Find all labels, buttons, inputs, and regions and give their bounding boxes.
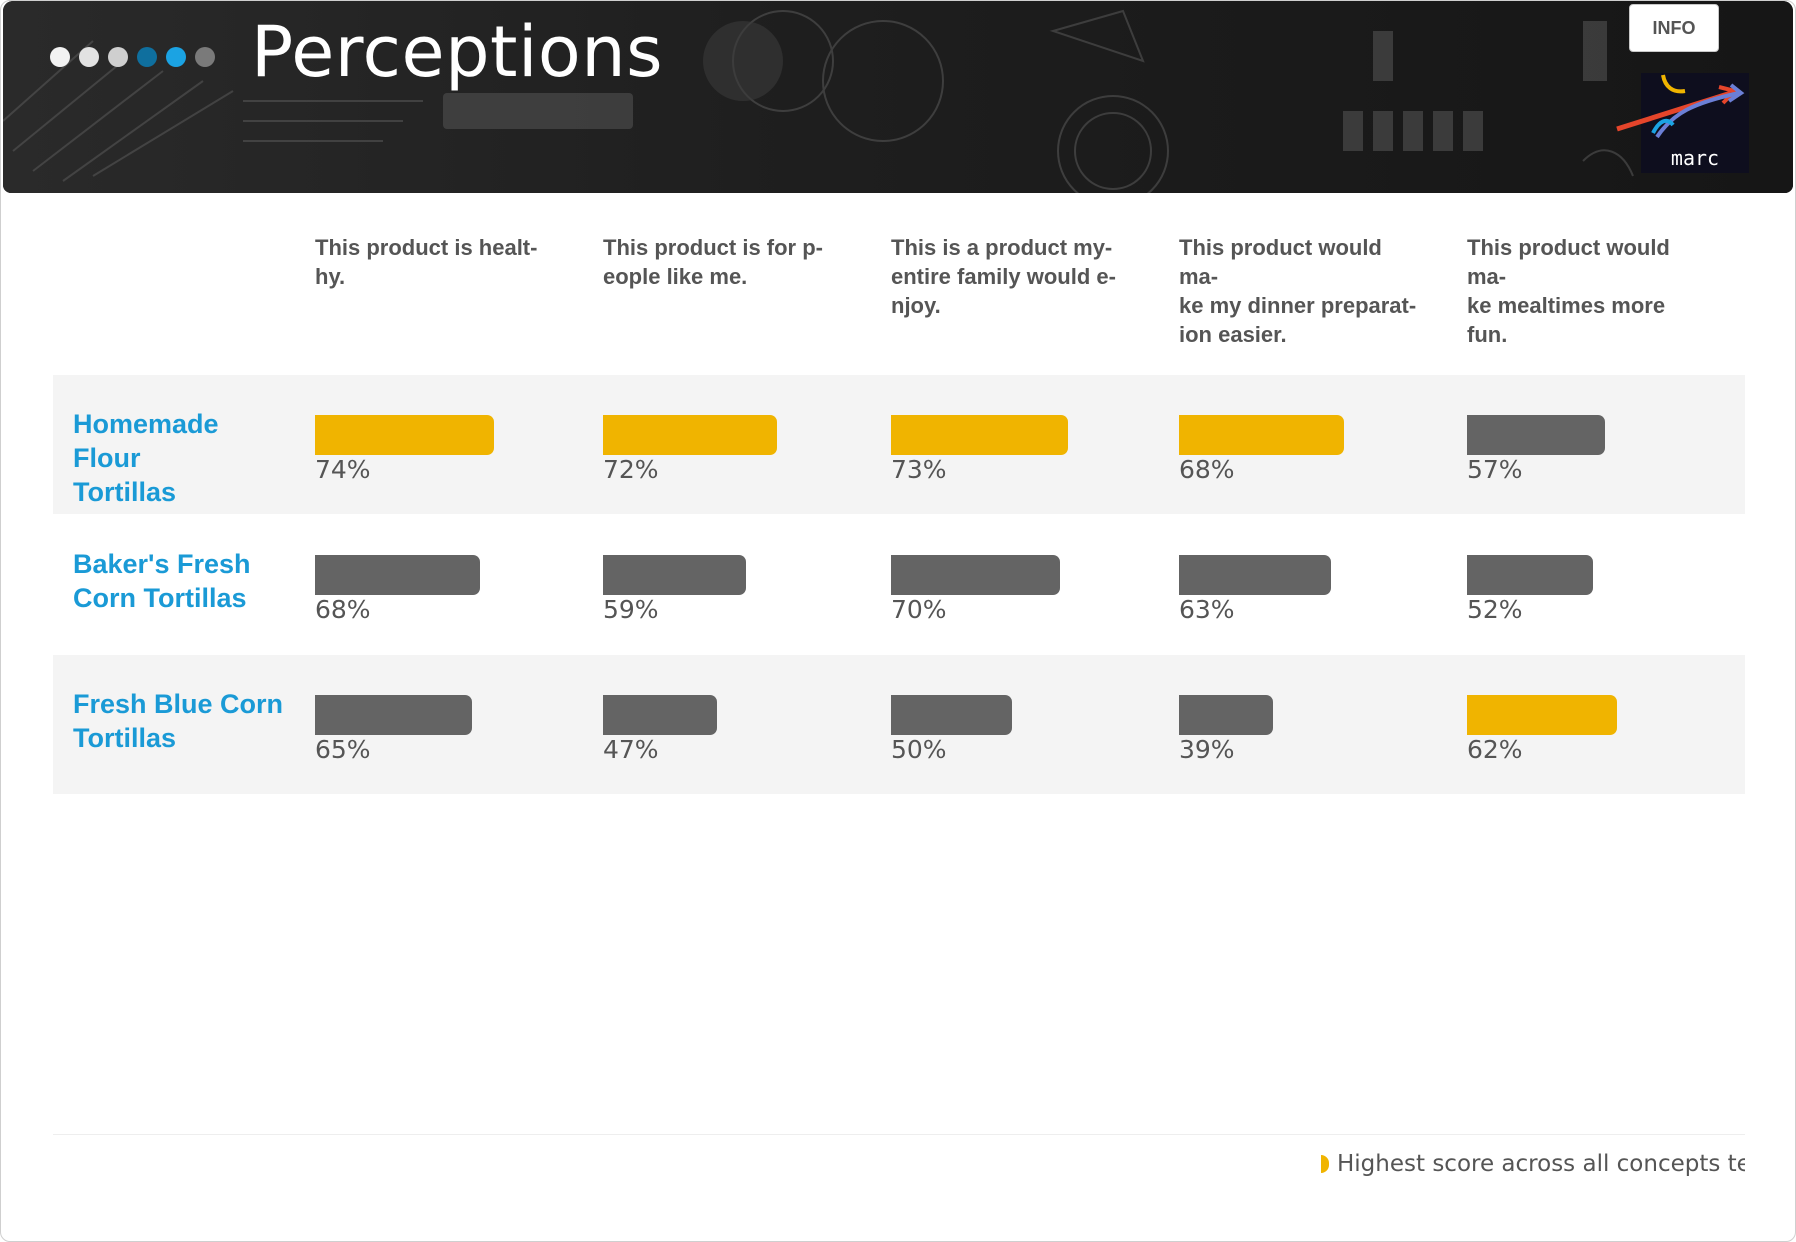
bar xyxy=(1179,555,1331,595)
bar xyxy=(891,415,1068,455)
column-header-line: njoy. xyxy=(891,293,941,318)
column-header-line: hy. xyxy=(315,264,346,289)
column-header-line: ke my dinner preparat- xyxy=(1179,293,1417,318)
value-label: 68% xyxy=(1179,455,1235,484)
nav-dot-5-active[interactable] xyxy=(166,47,186,67)
column-header-line: ke mealtimes more fun. xyxy=(1467,293,1666,347)
series-label-line: Tortillas xyxy=(73,477,177,507)
bar xyxy=(315,555,480,595)
bar xyxy=(1467,415,1605,455)
value-label: 57% xyxy=(1467,455,1523,484)
bar xyxy=(1179,415,1344,455)
column-header-line: eople like me. xyxy=(603,264,748,289)
legend: Highest score across all concepts tested xyxy=(1321,1147,1745,1181)
value-label: 70% xyxy=(891,595,947,624)
column-header-line: This is a product my- xyxy=(891,235,1113,260)
series-label-line: Homemade Flour xyxy=(73,409,219,473)
marc-logo: marc xyxy=(1616,73,1749,173)
column-header-line: This product is healt- xyxy=(315,235,538,260)
column-header-line: ion easier. xyxy=(1179,322,1287,347)
value-label: 73% xyxy=(891,455,947,484)
value-label: 63% xyxy=(1179,595,1235,624)
nav-dot-2[interactable] xyxy=(79,47,99,67)
series-label-line: Baker's Fresh xyxy=(73,549,251,579)
bar xyxy=(891,695,1012,735)
bar xyxy=(1179,695,1273,735)
slide-nav-dots xyxy=(50,47,215,67)
value-label: 74% xyxy=(315,455,371,484)
highlight-swatch-icon xyxy=(1321,1155,1329,1173)
column-header-2: This product is for p-eople like me. xyxy=(603,233,843,291)
info-button[interactable]: INFO xyxy=(1629,4,1719,52)
value-label: 47% xyxy=(603,735,659,764)
bar xyxy=(1467,695,1617,735)
value-label: 65% xyxy=(315,735,371,764)
column-header-line: This product is for p- xyxy=(603,235,823,260)
column-header-line: This product would ma- xyxy=(1467,235,1670,289)
nav-dot-1[interactable] xyxy=(50,47,70,67)
logo-wordmark: marc xyxy=(1671,146,1719,170)
value-label: 52% xyxy=(1467,595,1523,624)
footer-divider xyxy=(53,1134,1745,1135)
header-banner: Perceptions INFO marc xyxy=(3,1,1793,193)
column-header-1: This product is healt-hy. xyxy=(315,233,555,291)
bar xyxy=(315,695,472,735)
series-label[interactable]: Baker's Fresh Corn Tortillas xyxy=(73,547,293,615)
bar xyxy=(1467,555,1593,595)
bar xyxy=(603,415,777,455)
nav-dot-3[interactable] xyxy=(108,47,128,67)
series-label[interactable]: Fresh Blue Corn Tortillas xyxy=(73,687,293,755)
bar xyxy=(315,415,494,455)
value-label: 59% xyxy=(603,595,659,624)
bar xyxy=(891,555,1060,595)
column-header-5: This product would ma-ke mealtimes more … xyxy=(1467,233,1707,349)
page-title: Perceptions xyxy=(251,11,664,93)
series-label-line: Tortillas xyxy=(73,723,177,753)
column-header-3: This is a product my-entire family would… xyxy=(891,233,1131,320)
series-label[interactable]: Homemade Flour Tortillas xyxy=(73,407,293,509)
legend-text: Highest score across all concepts tested xyxy=(1337,1151,1745,1177)
series-label-line: Corn Tortillas xyxy=(73,583,247,613)
series-label-line: Fresh Blue Corn xyxy=(73,689,284,719)
nav-dot-4[interactable] xyxy=(137,47,157,67)
nav-dot-6[interactable] xyxy=(195,47,215,67)
column-header-4: This product would ma-ke my dinner prepa… xyxy=(1179,233,1419,349)
value-label: 50% xyxy=(891,735,947,764)
value-label: 39% xyxy=(1179,735,1235,764)
column-header-line: entire family would e- xyxy=(891,264,1116,289)
bar xyxy=(603,555,746,595)
value-label: 72% xyxy=(603,455,659,484)
value-label: 68% xyxy=(315,595,371,624)
header-background-art xyxy=(3,1,1793,193)
value-label: 62% xyxy=(1467,735,1523,764)
bar xyxy=(603,695,717,735)
column-header-line: This product would ma- xyxy=(1179,235,1382,289)
